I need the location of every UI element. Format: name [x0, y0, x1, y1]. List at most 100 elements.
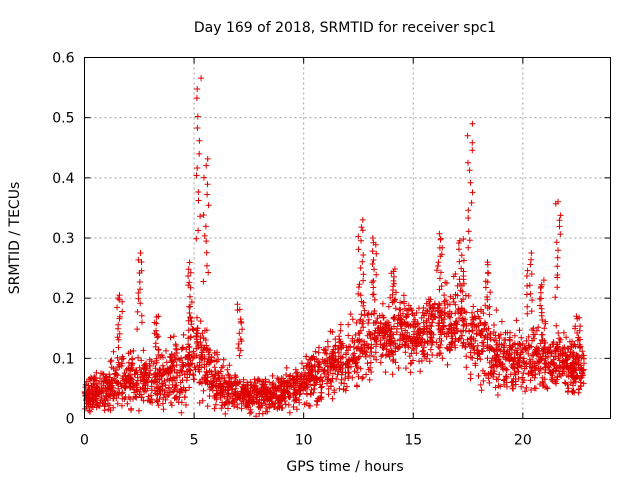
data-point [111, 375, 117, 382]
data-point [108, 386, 115, 393]
data-point [256, 377, 263, 384]
data-point [186, 362, 193, 369]
data-point [211, 364, 218, 371]
data-point [269, 372, 276, 379]
data-point [448, 322, 455, 329]
data-point [402, 327, 409, 334]
data-point [186, 384, 193, 391]
data-point [179, 389, 185, 395]
data-point [528, 256, 535, 263]
data-point [204, 181, 211, 188]
data-point [155, 333, 162, 340]
data-point [468, 322, 475, 328]
data-point [357, 365, 364, 372]
data-point [392, 340, 399, 347]
data-point [223, 398, 230, 405]
data-point [523, 291, 530, 298]
y-tick-label: 0 [66, 412, 75, 428]
data-point [222, 410, 229, 417]
data-point [396, 306, 403, 313]
data-point [217, 389, 224, 396]
data-point [465, 159, 471, 166]
data-point [356, 353, 363, 360]
data-point [140, 397, 147, 404]
data-point [565, 373, 572, 380]
data-point [307, 381, 314, 388]
data-point [194, 125, 201, 131]
data-point [194, 314, 200, 321]
data-point [533, 327, 540, 334]
data-point [241, 388, 248, 394]
data-point [358, 237, 364, 244]
data-point [428, 330, 435, 337]
data-point [106, 384, 112, 391]
data-point [194, 325, 201, 332]
data-point [537, 340, 544, 347]
data-point [93, 377, 99, 384]
data-point [525, 350, 532, 357]
data-point [429, 339, 436, 346]
data-point [184, 356, 191, 363]
data-point [483, 372, 490, 379]
data-point [373, 356, 380, 363]
data-point [526, 344, 533, 351]
data-point [560, 357, 566, 364]
data-point [96, 380, 102, 387]
data-point [148, 358, 155, 365]
data-point [478, 306, 484, 313]
data-point [332, 343, 339, 350]
data-point [516, 327, 523, 334]
data-point [575, 359, 582, 366]
data-point [139, 319, 145, 326]
data-point [469, 139, 476, 146]
data-point [287, 372, 294, 379]
data-point [472, 360, 479, 367]
data-point [88, 375, 95, 382]
data-point [526, 282, 533, 289]
data-point [204, 378, 210, 385]
data-point [460, 339, 467, 346]
data-point [523, 337, 530, 344]
data-point [290, 391, 297, 398]
data-point [509, 357, 516, 364]
data-point [524, 303, 531, 310]
data-point [180, 384, 187, 391]
data-point [171, 366, 178, 373]
data-point [235, 341, 242, 347]
data-point [401, 300, 408, 307]
data-point [512, 381, 519, 388]
data-point [556, 223, 563, 230]
y-tick-label: 0.1 [52, 351, 74, 367]
data-point [482, 302, 489, 309]
data-point [456, 335, 463, 342]
data-point [565, 366, 572, 373]
data-point [338, 380, 345, 386]
data-point [300, 365, 307, 372]
data-point [462, 327, 469, 334]
y-tick-label: 0.5 [52, 111, 74, 127]
data-point [557, 212, 564, 219]
data-point [119, 389, 126, 396]
data-point [418, 357, 425, 364]
data-point [203, 238, 210, 245]
data-point [143, 365, 150, 372]
data-point [403, 314, 409, 321]
data-point [554, 343, 561, 350]
data-point [277, 401, 284, 408]
data-point [185, 335, 192, 342]
data-point [136, 279, 143, 285]
data-point [259, 388, 266, 395]
data-point [371, 310, 378, 317]
data-point [192, 366, 199, 373]
data-point [201, 327, 208, 334]
data-point [465, 228, 472, 235]
data-point [502, 329, 509, 336]
data-point [543, 361, 550, 368]
data-point [355, 284, 362, 291]
data-point [493, 354, 500, 361]
data-point [498, 363, 505, 370]
data-point [307, 391, 314, 398]
data-point [577, 382, 584, 389]
data-point [190, 371, 196, 378]
data-point [128, 362, 135, 369]
